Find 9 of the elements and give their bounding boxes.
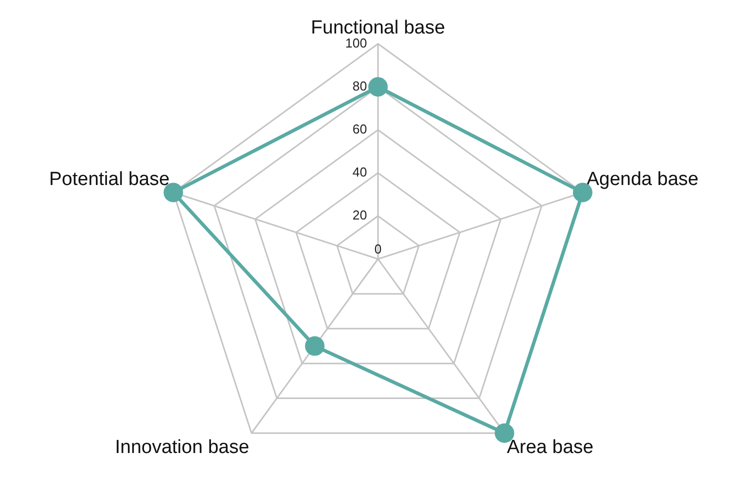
- spoke-label: Innovation base: [114, 436, 250, 458]
- spoke-label: Area base: [506, 436, 594, 458]
- y-tick-label: 20: [352, 208, 367, 223]
- y-tick-label: 80: [352, 78, 367, 94]
- y-tick-label: 60: [352, 121, 367, 136]
- spoke-label: Potential base: [49, 169, 170, 190]
- y-tick-label: 40: [352, 164, 367, 180]
- y-tick-label: 0: [374, 242, 382, 257]
- spoke-label: Agenda base: [586, 169, 698, 190]
